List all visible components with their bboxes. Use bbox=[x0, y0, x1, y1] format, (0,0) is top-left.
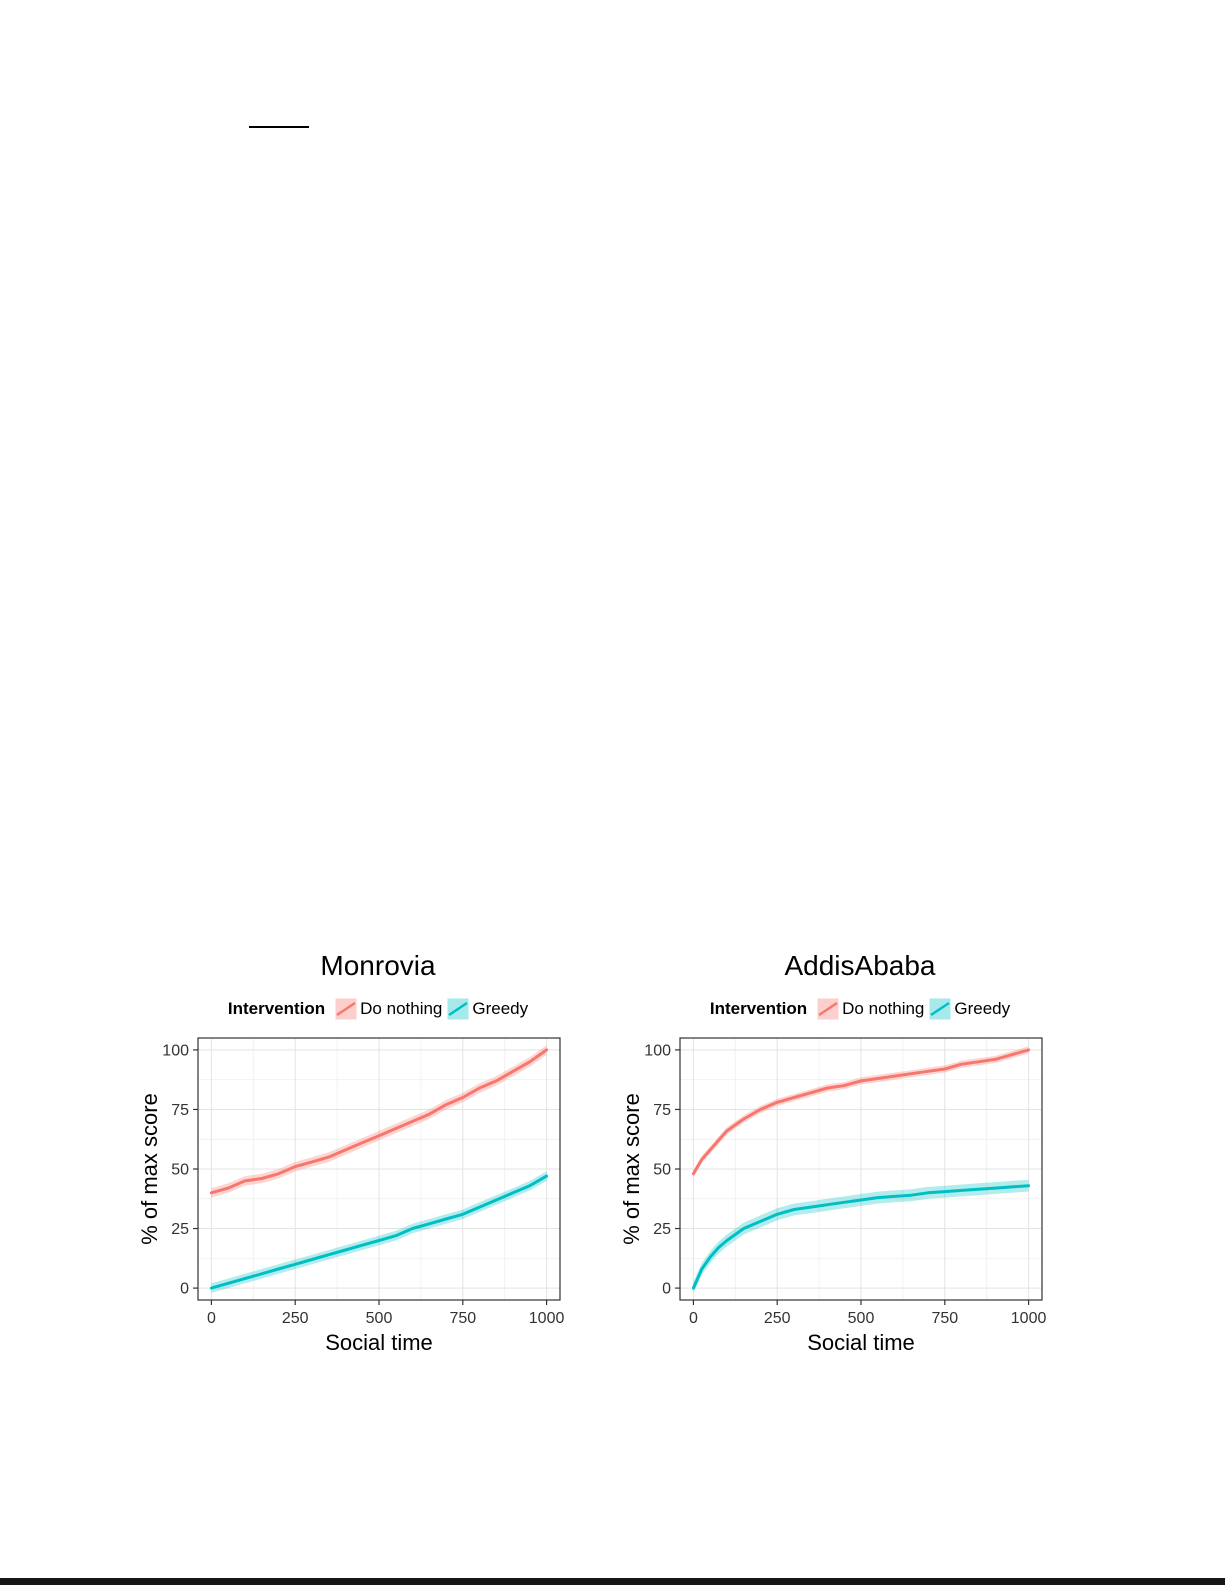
plot-addisababa: 0 250 500 750 1000 0 25 50 75 100 Social time % of … bbox=[622, 1037, 1047, 1355]
svg-text:0: 0 bbox=[207, 1310, 216, 1327]
svg-text:750: 750 bbox=[449, 1310, 476, 1327]
svg-text:25: 25 bbox=[171, 1221, 189, 1238]
x-axis-label: Social time bbox=[807, 1330, 915, 1355]
legend: Intervention Do nothing Greedy bbox=[140, 998, 570, 1020]
svg-text:1000: 1000 bbox=[1011, 1310, 1047, 1327]
svg-text:250: 250 bbox=[282, 1310, 309, 1327]
legend-label-greedy: Greedy bbox=[472, 999, 529, 1018]
figures-row: Monrovia Intervention Do nothing Greedy … bbox=[140, 950, 1052, 1363]
legend-title: Intervention bbox=[709, 999, 808, 1018]
x-axis-label: Social time bbox=[325, 1330, 433, 1355]
svg-text:100: 100 bbox=[162, 1042, 189, 1059]
svg-text:250: 250 bbox=[764, 1310, 791, 1327]
footnote-rule bbox=[249, 126, 309, 128]
svg-text:0: 0 bbox=[180, 1281, 189, 1298]
greedy-swatch-icon bbox=[447, 998, 469, 1020]
plot-monrovia: 0 250 500 750 1000 0 25 50 75 100 Social time % of … bbox=[140, 1037, 565, 1355]
chart-title: Monrovia bbox=[320, 950, 436, 981]
svg-text:75: 75 bbox=[171, 1102, 189, 1119]
svg-text:50: 50 bbox=[171, 1162, 189, 1179]
do-nothing-swatch-icon bbox=[817, 998, 839, 1020]
svg-text:0: 0 bbox=[689, 1310, 698, 1327]
legend-title: Intervention bbox=[227, 999, 326, 1018]
do-nothing-line bbox=[209, 1048, 549, 1195]
do-nothing-line bbox=[691, 1048, 1031, 1176]
legend-key-greedy: Greedy bbox=[929, 998, 1010, 1020]
svg-text:50: 50 bbox=[653, 1162, 671, 1179]
svg-text:75: 75 bbox=[653, 1102, 671, 1119]
legend-key-greedy: Greedy bbox=[447, 998, 528, 1020]
svg-text:100: 100 bbox=[644, 1042, 671, 1059]
svg-text:0: 0 bbox=[662, 1281, 671, 1298]
greedy-swatch-icon bbox=[929, 998, 951, 1020]
legend-label-do-nothing: Do nothing bbox=[842, 999, 925, 1018]
greedy-line bbox=[209, 1174, 549, 1290]
chart-addisababa: AddisAbaba Intervention Do nothing Greed… bbox=[622, 950, 1052, 1363]
do-nothing-swatch-icon bbox=[335, 998, 357, 1020]
y-axis-label: % of max score bbox=[622, 1093, 644, 1245]
legend-key-do-nothing: Do nothing bbox=[335, 998, 442, 1020]
legend: Intervention Do nothing Greedy bbox=[622, 998, 1052, 1020]
legend-label-do-nothing: Do nothing bbox=[360, 999, 443, 1018]
greedy-ribbon bbox=[693, 1179, 1029, 1293]
legend-key-do-nothing: Do nothing bbox=[817, 998, 924, 1020]
svg-text:1000: 1000 bbox=[529, 1310, 565, 1327]
chart-monrovia: Monrovia Intervention Do nothing Greedy … bbox=[140, 950, 570, 1363]
svg-text:25: 25 bbox=[653, 1221, 671, 1238]
svg-text:500: 500 bbox=[848, 1310, 875, 1327]
greedy-line bbox=[691, 1184, 1031, 1290]
greedy-ribbon bbox=[211, 1171, 547, 1293]
svg-text:500: 500 bbox=[366, 1310, 393, 1327]
page-bottom-bar bbox=[0, 1578, 1225, 1585]
svg-text:750: 750 bbox=[931, 1310, 958, 1327]
y-axis-label: % of max score bbox=[140, 1093, 162, 1245]
chart-title: AddisAbaba bbox=[784, 950, 936, 981]
legend-label-greedy: Greedy bbox=[954, 999, 1011, 1018]
